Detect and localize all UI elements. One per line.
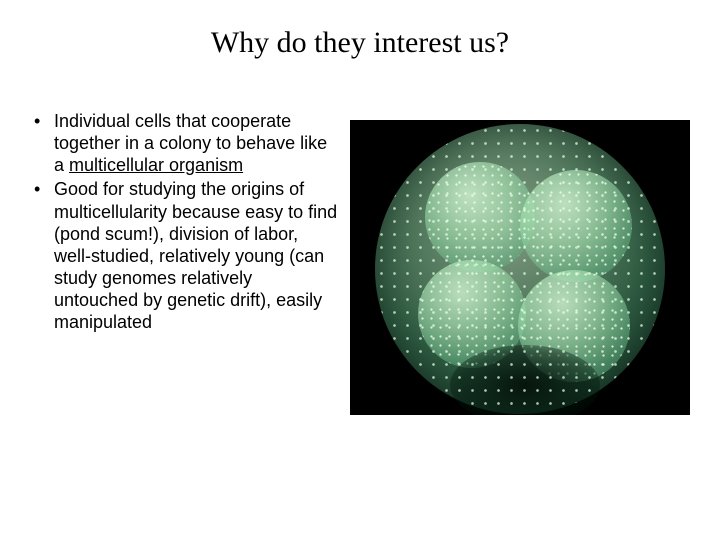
slide-title: Why do they interest us? xyxy=(30,26,690,60)
image-column xyxy=(350,110,690,415)
content-row: Individual cells that cooperate together… xyxy=(30,110,690,415)
text-column: Individual cells that cooperate together… xyxy=(30,110,338,415)
bullet-text-pre: Good for studying the origins of multice… xyxy=(54,179,337,332)
slide-container: Why do they interest us? Individual cell… xyxy=(0,0,720,540)
bullet-item: Individual cells that cooperate together… xyxy=(30,110,338,176)
bullet-list: Individual cells that cooperate together… xyxy=(30,110,338,333)
volvox-microscope-image xyxy=(350,120,690,415)
bullet-text-underlined: multicellular organism xyxy=(69,155,243,175)
surface-cells-dots xyxy=(375,124,665,414)
bullet-item: Good for studying the origins of multice… xyxy=(30,178,338,333)
